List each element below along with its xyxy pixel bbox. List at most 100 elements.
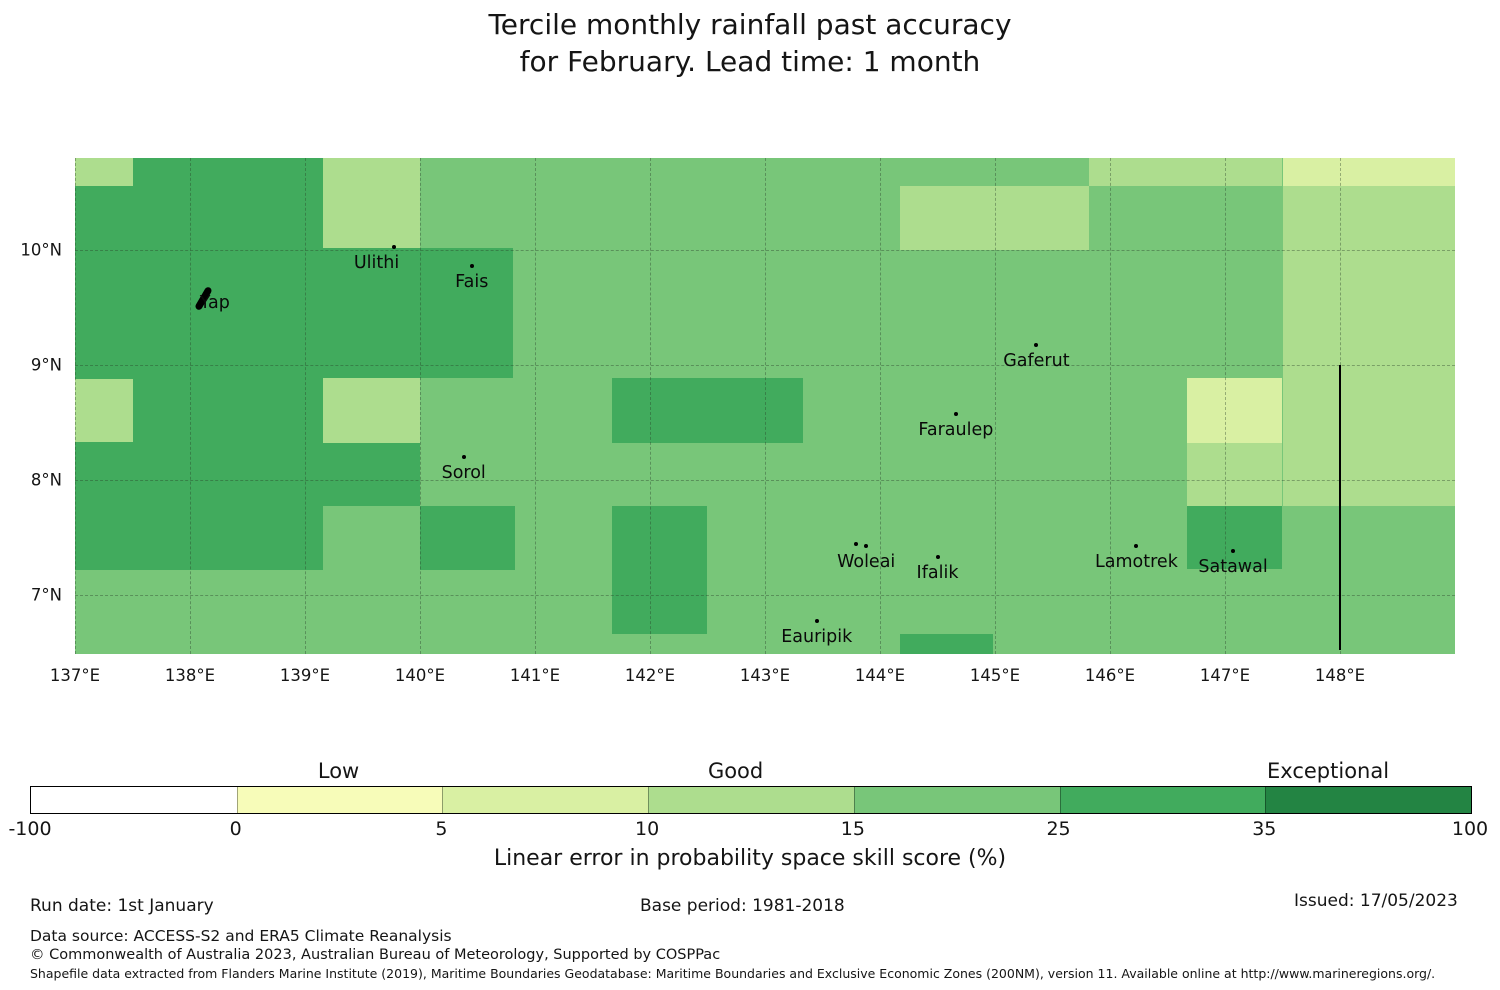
chart-title-line2: for February. Lead time: 1 month bbox=[519, 45, 981, 78]
island-label: Lamotrek bbox=[1095, 551, 1178, 572]
grid-cell bbox=[75, 378, 133, 443]
grid-cell bbox=[323, 247, 514, 378]
gridline-meridian bbox=[305, 158, 306, 654]
island-label: Ifalik bbox=[916, 563, 959, 584]
colorbar-segment bbox=[648, 787, 854, 813]
grid-cell bbox=[75, 442, 133, 570]
island-dot bbox=[1231, 549, 1236, 554]
colorbar-tick-label: 100 bbox=[1451, 818, 1489, 840]
gridline-meridian bbox=[765, 158, 766, 654]
grid-cell bbox=[323, 158, 420, 250]
island-label: Woleai bbox=[837, 551, 896, 572]
gridline-parallel bbox=[75, 595, 1455, 596]
grid-cell bbox=[75, 185, 133, 379]
grid-cell bbox=[1282, 158, 1455, 186]
x-axis-tick-label: 143°E bbox=[739, 665, 791, 685]
gridline-meridian bbox=[535, 158, 536, 654]
gridline-parallel bbox=[75, 365, 1455, 366]
y-axis-tick-label: 10°N bbox=[20, 240, 62, 260]
x-axis-tick-label: 144°E bbox=[854, 665, 906, 685]
map-plot-area: Yap Ulithi Fais Sorol Gaferut Faraulep Woleai I… bbox=[75, 158, 1455, 654]
island-label: Ulithi bbox=[353, 252, 400, 273]
colorbar-quality-label: Good bbox=[707, 759, 764, 783]
grid-cell bbox=[1282, 185, 1455, 507]
chart-title-line1: Tercile monthly rainfall past accuracy bbox=[488, 8, 1012, 41]
grid-cell bbox=[899, 185, 1090, 250]
grid-cell bbox=[323, 443, 420, 507]
grid-cell bbox=[132, 158, 324, 570]
eez-boundary-line bbox=[1339, 365, 1341, 651]
colorbar bbox=[30, 786, 1472, 814]
x-axis-tick-label: 140°E bbox=[394, 665, 446, 685]
gridline-meridian bbox=[75, 158, 76, 654]
footer-copyright: © Commonwealth of Australia 2023, Austra… bbox=[30, 947, 721, 963]
island-dot bbox=[1134, 543, 1139, 548]
island-dot bbox=[953, 412, 958, 417]
island-label: Sorol bbox=[441, 463, 486, 483]
grid-cell bbox=[899, 634, 993, 654]
grid-cell bbox=[612, 506, 708, 635]
island-dot bbox=[853, 542, 858, 547]
colorbar-quality-label: Low bbox=[317, 759, 360, 783]
island-dot bbox=[864, 543, 869, 548]
gridline-meridian bbox=[995, 158, 996, 654]
colorbar-segment bbox=[236, 787, 443, 813]
grid-cell bbox=[323, 377, 420, 444]
colorbar-segment bbox=[1265, 787, 1471, 813]
island-dot bbox=[391, 244, 396, 249]
gridline-meridian bbox=[1225, 158, 1226, 654]
colorbar-segment bbox=[853, 787, 1060, 813]
island-dot bbox=[461, 455, 466, 459]
colorbar-tick-label: 35 bbox=[1252, 818, 1277, 840]
colorbar-segment bbox=[442, 787, 649, 813]
grid-cell bbox=[75, 158, 133, 186]
footer-shapefile-note: Shapefile data extracted from Flanders M… bbox=[30, 966, 1436, 981]
gridline-meridian bbox=[420, 158, 421, 654]
gridline-meridian bbox=[190, 158, 191, 654]
x-axis-tick-label: 142°E bbox=[624, 665, 676, 685]
grid-cell bbox=[1187, 506, 1283, 569]
x-axis-tick-label: 141°E bbox=[509, 665, 561, 685]
colorbar-segment bbox=[31, 787, 237, 813]
x-axis-tick-label: 138°E bbox=[164, 665, 216, 685]
island-label: Fais bbox=[455, 272, 489, 293]
grid-cell bbox=[1089, 158, 1283, 186]
colorbar-tick-label: -100 bbox=[8, 818, 52, 840]
island-dot bbox=[469, 264, 474, 269]
island-dot bbox=[814, 619, 819, 624]
island-label: Eauripik bbox=[781, 627, 853, 648]
y-axis-tick-label: 9°N bbox=[30, 355, 62, 375]
x-axis-tick-label: 139°E bbox=[279, 665, 331, 685]
colorbar-tick-label: 10 bbox=[635, 818, 660, 840]
colorbar-axis-label: Linear error in probability space skill … bbox=[493, 846, 1007, 871]
x-axis-tick-label: 147°E bbox=[1199, 665, 1251, 685]
grid-cell bbox=[1187, 377, 1283, 444]
gridline-meridian bbox=[650, 158, 651, 654]
y-axis-tick-label: 8°N bbox=[30, 470, 62, 490]
island-label: Gaferut bbox=[1003, 351, 1070, 372]
colorbar-segment bbox=[1059, 787, 1266, 813]
x-axis-tick-label: 148°E bbox=[1314, 665, 1366, 685]
footer-base-period: Base period: 1981-2018 bbox=[640, 896, 845, 916]
gridline-parallel bbox=[75, 480, 1455, 481]
colorbar-tick-label: 15 bbox=[840, 818, 865, 840]
island-dot bbox=[935, 555, 940, 560]
colorbar-tick-label: 25 bbox=[1046, 818, 1071, 840]
colorbar-quality-label: Exceptional bbox=[1267, 759, 1390, 783]
x-axis-tick-label: 146°E bbox=[1084, 665, 1136, 685]
colorbar-tick-label: 0 bbox=[229, 818, 242, 840]
x-axis-tick-label: 145°E bbox=[969, 665, 1021, 685]
grid-cell bbox=[420, 506, 516, 570]
footer-run-date: Run date: 1st January bbox=[30, 896, 214, 916]
footer-issued: Issued: 17/05/2023 bbox=[1294, 891, 1458, 911]
gridline-meridian bbox=[880, 158, 881, 654]
colorbar-tick-label: 5 bbox=[435, 818, 448, 840]
x-axis-tick-label: 137°E bbox=[49, 665, 101, 685]
island-dot bbox=[1034, 343, 1039, 348]
island-label: Faraulep bbox=[918, 420, 994, 441]
island-label: Satawal bbox=[1198, 557, 1268, 578]
gridline-meridian bbox=[1110, 158, 1111, 654]
grid-cell bbox=[1187, 443, 1283, 507]
y-axis-tick-label: 7°N bbox=[30, 585, 62, 605]
